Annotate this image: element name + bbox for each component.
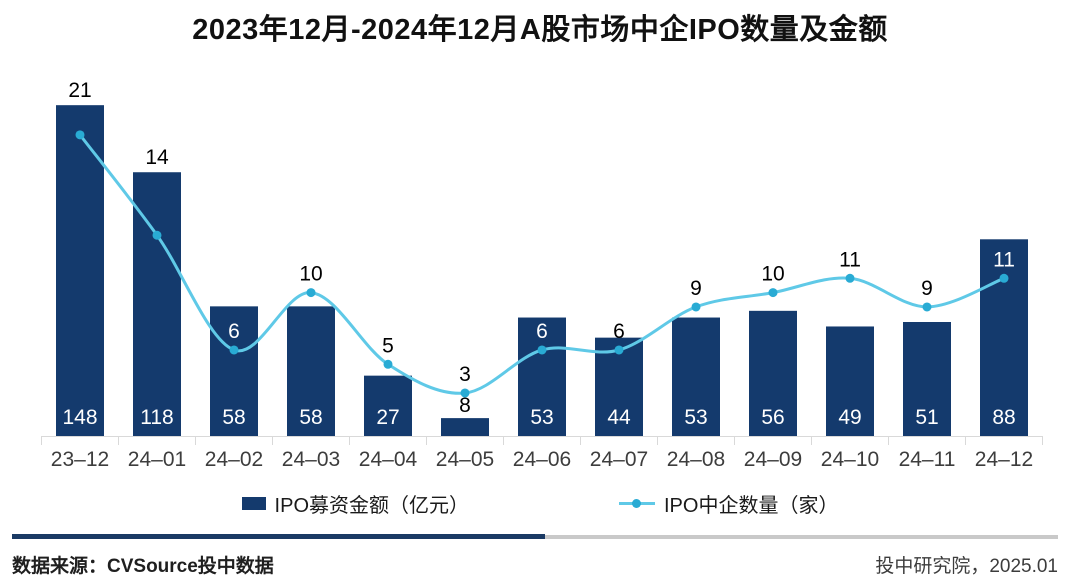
divider-navy-segment — [12, 534, 545, 539]
line-marker — [306, 288, 316, 298]
line-value-label: 3 — [459, 363, 471, 386]
bar-value-label: 56 — [761, 406, 784, 429]
x-axis-label: 24–09 — [744, 448, 802, 471]
line-value-label: 11 — [993, 248, 1015, 271]
legend-item-bar: IPO募资金额（亿元） — [241, 489, 469, 518]
x-axis-label: 24–07 — [590, 448, 648, 471]
x-axis-label: 24–08 — [667, 448, 725, 471]
line-marker — [768, 288, 778, 298]
line-marker — [229, 345, 239, 355]
bar — [749, 310, 797, 436]
x-axis-label: 24–03 — [282, 448, 340, 471]
bar — [903, 322, 951, 436]
bar-value-label: 58 — [299, 406, 322, 429]
line-value-label: 5 — [382, 334, 394, 357]
legend-line-label: IPO中企数量（家） — [664, 494, 839, 517]
divider-gray-segment — [545, 535, 1058, 539]
bar — [518, 317, 566, 436]
x-axis-label: 23–12 — [51, 448, 109, 471]
line-marker — [75, 130, 85, 140]
line-marker — [922, 302, 932, 312]
line-marker — [537, 345, 547, 355]
x-axis-label: 24–01 — [128, 448, 186, 471]
line-series-swatch-icon — [619, 497, 655, 510]
bar — [133, 172, 181, 436]
line-value-label: 6 — [536, 320, 548, 343]
bar — [210, 306, 258, 436]
bar — [441, 418, 489, 436]
bar-value-label: 44 — [607, 406, 631, 429]
x-axis-label: 24–02 — [205, 448, 263, 471]
bar-value-label: 88 — [992, 406, 1015, 429]
credit-text: 投中研究院，2025.01 — [875, 555, 1058, 577]
line-marker — [999, 273, 1009, 283]
line-value-label: 10 — [761, 263, 784, 286]
line-marker — [152, 230, 162, 240]
line-value-label: 9 — [690, 277, 702, 300]
line-marker — [460, 388, 470, 398]
line-marker — [845, 273, 855, 283]
bar-value-label: 53 — [530, 406, 553, 429]
combo-chart: 148 23–12 118 24–01 58 24–02 58 24–03 27 24–04 8 24… — [41, 79, 1043, 471]
bar — [826, 326, 874, 436]
x-axis-label: 24–12 — [975, 448, 1033, 471]
footer: 数据来源：CVSource投中数据 投中研究院，2025.01 — [12, 550, 1058, 578]
data-source-text: 数据来源：CVSource投中数据 — [12, 555, 274, 577]
line-value-label: 9 — [921, 277, 933, 300]
line-marker — [383, 359, 393, 369]
line-value-label: 14 — [145, 146, 169, 169]
bar-value-label: 118 — [140, 406, 173, 429]
bar — [287, 306, 335, 436]
bar-value-label: 58 — [222, 406, 245, 429]
x-axis-label: 24–10 — [821, 448, 879, 471]
bar-value-label: 53 — [684, 406, 707, 429]
line-value-label: 6 — [613, 320, 625, 343]
bar — [980, 239, 1028, 436]
bar-value-label: 51 — [915, 406, 938, 429]
line-marker — [614, 345, 624, 355]
line-value-label: 6 — [228, 320, 240, 343]
bar-value-label: 49 — [838, 406, 861, 429]
line-marker — [691, 302, 701, 312]
legend-item-line: IPO中企数量（家） — [619, 489, 838, 518]
bar-value-label: 27 — [376, 406, 399, 429]
footer-divider — [0, 534, 1080, 539]
x-axis-label: 24–06 — [513, 448, 571, 471]
legend: IPO募资金额（亿元） IPO中企数量（家） — [0, 488, 1080, 518]
bar-value-label: 8 — [459, 394, 471, 417]
x-axis-label: 24–05 — [436, 448, 494, 471]
bar — [672, 317, 720, 436]
legend-bar-label: IPO募资金额（亿元） — [274, 494, 469, 517]
line-value-label: 21 — [68, 79, 91, 102]
bar-value-label: 148 — [62, 406, 97, 429]
chart-title: 2023年12月-2024年12月A股市场中企IPO数量及金额 — [192, 14, 888, 46]
bar — [364, 375, 412, 436]
line-value-label: 10 — [299, 263, 322, 286]
x-axis-label: 24–04 — [359, 448, 418, 471]
bar — [56, 105, 104, 437]
x-axis-label: 24–11 — [899, 448, 956, 471]
line-value-label: 11 — [839, 248, 861, 271]
bar-series-swatch-icon — [241, 496, 266, 510]
